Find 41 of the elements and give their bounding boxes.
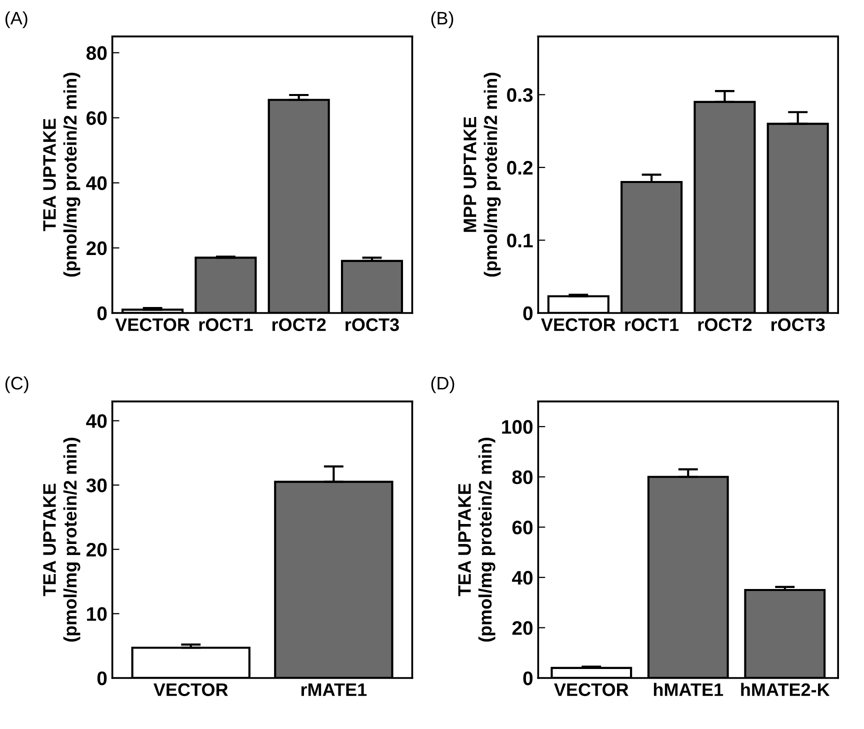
y-tick-label: 60: [512, 520, 533, 534]
y-tick-label: 0.2: [507, 160, 533, 175]
chart-title: (A): [5, 11, 28, 28]
x-tick-label: VECTOR: [541, 318, 616, 332]
y-tick-label: 20: [86, 542, 107, 557]
y-tick-label: 20: [86, 241, 107, 256]
y-axis-title: TEA UPTAKE (pmol/mg protein/2 min): [458, 438, 496, 642]
x-tick-label: rOCT1: [625, 318, 679, 332]
y-tick-label: 0: [523, 306, 533, 320]
x-tick-label: rOCT1: [199, 318, 253, 332]
y-tick-label: 40: [86, 414, 107, 428]
x-tick-label: VECTOR: [115, 318, 190, 332]
chart-title: (B): [431, 11, 454, 28]
y-axis-title: TEA UPTAKE (pmol/mg protein/2 min): [43, 438, 80, 642]
chart-title: (D): [431, 376, 454, 394]
y-axis-title: MPP UPTAKE (pmol/mg protein/2 min): [464, 72, 501, 277]
x-tick-label: rOCT2: [698, 318, 752, 332]
y-tick-label: 0: [97, 671, 107, 686]
y-tick-label: 100: [502, 420, 533, 434]
x-tick-label: hMATE1: [654, 682, 724, 696]
y-tick-label: 0: [97, 306, 107, 320]
x-tick-label: VECTOR: [554, 683, 628, 696]
chart-title: (C): [5, 376, 28, 394]
y-tick-label: 40: [512, 570, 533, 585]
x-tick-label: rOCT3: [346, 318, 399, 332]
x-tick-label: VECTOR: [154, 683, 228, 696]
x-tick-label: rOCT3: [771, 318, 825, 332]
x-tick-label: rOCT2: [272, 318, 326, 332]
y-tick-label: 60: [86, 111, 107, 126]
y-tick-label: 40: [86, 176, 107, 190]
x-tick-label: hMATE2-K: [741, 682, 830, 696]
y-tick-label: 0.3: [507, 88, 533, 102]
y-tick-label: 80: [512, 470, 533, 484]
x-tick-label: rMATE1: [301, 683, 367, 696]
y-tick-label: 30: [86, 478, 107, 492]
y-axis-title: TEA UPTAKE (pmol/mg protein/2 min): [43, 72, 80, 277]
y-tick-label: 0: [523, 671, 533, 686]
y-tick-label: 10: [87, 607, 107, 621]
y-tick-label: 20: [512, 621, 533, 635]
y-tick-label: 0.1: [507, 234, 533, 248]
y-tick-label: 80: [86, 46, 107, 60]
